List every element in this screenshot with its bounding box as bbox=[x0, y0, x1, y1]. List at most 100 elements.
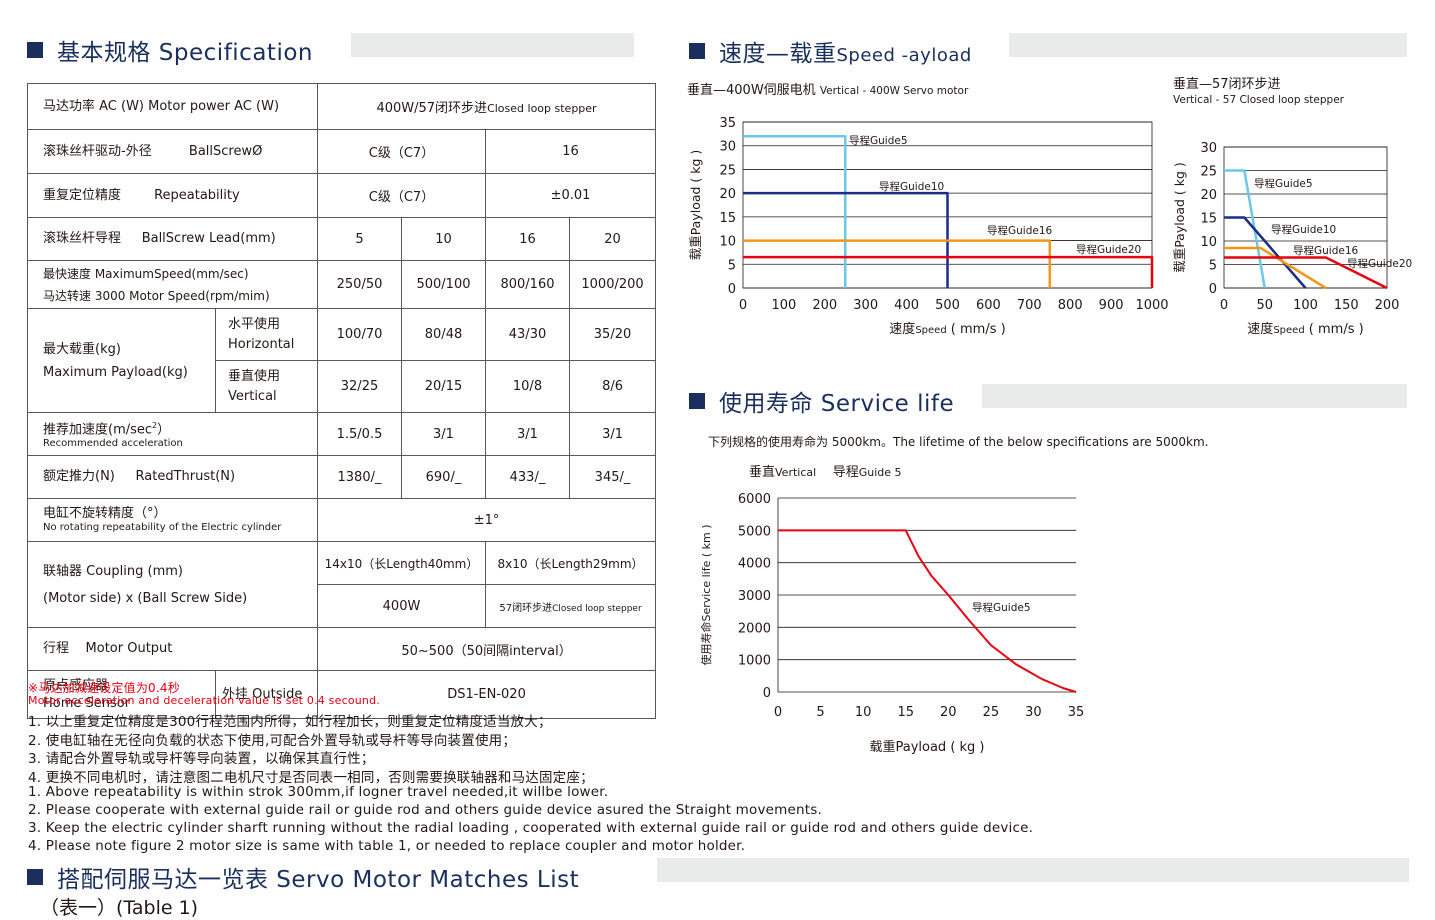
table-cell: C级（C7） bbox=[317, 129, 486, 174]
chart-speed-payload-57: 0 5 10 15 20 25 30 0 50 100 150 200 导程Guide5 导程Guide1… bbox=[1172, 141, 1412, 337]
chart-speed-payload-400w: 0 5 10 15 20 25 30 35 0 100 200 300 400 500 600 700 800 9… bbox=[688, 116, 1169, 337]
x-tick-label: 1000 bbox=[1135, 298, 1168, 313]
bullet-square-icon bbox=[689, 43, 705, 59]
y-tick-label: 0 bbox=[728, 282, 736, 297]
x-axis-title: 速度Speed ( mm/s ) bbox=[889, 321, 1005, 337]
x-tick-label: 20 bbox=[940, 705, 957, 720]
note-line: 3. Keep the electric cylinder sharft run… bbox=[28, 820, 1034, 836]
servo-list-header: 搭配伺服马达一览表 Servo Motor Matches List bbox=[27, 860, 579, 894]
speed-payload-header: 速度—载重Speed -ayload bbox=[689, 34, 972, 68]
y-tick-label: 6000 bbox=[738, 492, 771, 507]
table-cell: 最大载重(kg) Maximum Payload(kg) bbox=[27, 308, 216, 413]
table-cell: 57闭环步进Closed loop stepper bbox=[484, 584, 657, 628]
x-tick-label: 200 bbox=[812, 298, 837, 313]
series-label: 导程Guide5 bbox=[972, 602, 1031, 614]
y-tick-label: 20 bbox=[719, 187, 736, 202]
table-cell: 马达功率 AC (W) Motor power AC (W) bbox=[27, 83, 318, 130]
y-axis-title: 使用寿命Service life ( km ) bbox=[699, 524, 713, 665]
table-row: 垂直使用 Vertical 32/25 20/15 10/8 8/6 bbox=[28, 360, 657, 413]
table-row: 最大载重(kg) Maximum Payload(kg) 水平使用 Horizont… bbox=[27, 308, 657, 413]
table-cell: 20/15 bbox=[401, 360, 486, 413]
table-cell: 433/_ bbox=[485, 455, 570, 499]
table-row: 滚珠丝杆导程 BallScrew Lead(mm) 5 10 16 20 bbox=[27, 217, 657, 261]
speed-payload-title: 速度—载重Speed -ayload bbox=[719, 41, 972, 67]
table-cell: 3/1 bbox=[401, 412, 486, 456]
x-axis-title: 速度Speed ( mm/s ) bbox=[1247, 321, 1363, 337]
spec-header: 基本规格 Specification bbox=[27, 33, 313, 67]
table-cell: 400W bbox=[317, 584, 486, 628]
note-line: 2. Please cooperate with external guide … bbox=[28, 802, 823, 818]
table-cell: 32/25 bbox=[317, 360, 402, 413]
table-cell: 20 bbox=[568, 217, 657, 261]
table-cell: 10/8 bbox=[485, 360, 570, 413]
y-tick-label: 1000 bbox=[738, 654, 771, 669]
table-cell: 垂直使用 Vertical bbox=[215, 360, 318, 413]
table-cell: 8x10（长Length29mm） bbox=[484, 541, 657, 585]
table-row: 马达功率 AC (W) Motor power AC (W) 400W/57闭环… bbox=[27, 83, 657, 130]
x-tick-label: 700 bbox=[1017, 298, 1042, 313]
table-cell: 43/30 bbox=[485, 308, 570, 361]
table-cell: 16 bbox=[485, 217, 570, 261]
table-row: 重复定位精度 Repeatability C级（C7） ±0.01 bbox=[27, 173, 657, 218]
servo-list-title: 搭配伺服马达一览表 Servo Motor Matches List bbox=[57, 867, 580, 893]
table-cell: 1000/200 bbox=[568, 260, 657, 309]
table-cell: DS1-EN-020 bbox=[316, 670, 657, 719]
table-cell: 80/48 bbox=[401, 308, 486, 361]
table-cell: 400W/57闭环步进Closed loop stepper bbox=[316, 83, 657, 130]
table-cell: 800/160 bbox=[485, 260, 570, 309]
x-tick-label: 0 bbox=[774, 705, 782, 720]
x-tick-label: 800 bbox=[1058, 298, 1083, 313]
y-tick-label: 10 bbox=[1200, 235, 1217, 250]
table-row: 电缸不旋转精度（°） No rotating repeatability of t… bbox=[27, 498, 657, 542]
y-tick-label: 20 bbox=[1200, 188, 1217, 203]
x-tick-label: 200 bbox=[1375, 298, 1400, 313]
note-line: 2. 使电缸轴在无径向负载的状态下使用,可配合外置导轨或导杆等导向装置使用； bbox=[28, 733, 517, 749]
x-tick-label: 500 bbox=[935, 298, 960, 313]
table-row: 行程 Motor Output 50~500（50间隔interval） bbox=[27, 627, 657, 671]
table-row: 额定推力(N) RatedThrust(N) 1380/_ 690/_ 433/… bbox=[27, 455, 657, 499]
chart2-subtitle: Vertical - 57 Closed loop stepper bbox=[1173, 94, 1344, 106]
y-tick-label: 25 bbox=[1200, 165, 1217, 180]
table-cell: C级（C7） bbox=[317, 173, 486, 218]
series-line bbox=[743, 239, 1051, 288]
series-line bbox=[1224, 216, 1307, 289]
x-axis-title: 载重Payload ( kg ) bbox=[869, 739, 984, 755]
series-label: 导程Guide20 bbox=[1076, 244, 1141, 256]
table-cell: 最快速度 MaximumSpeed(mm/sec) 马达转速 3000 Motor… bbox=[27, 260, 318, 309]
bullet-square-icon bbox=[27, 42, 43, 58]
header-bar bbox=[982, 384, 1407, 408]
note-red-en: Motor acceleration and deceleration valu… bbox=[28, 694, 380, 707]
y-tick-label: 3000 bbox=[738, 589, 771, 604]
y-tick-label: 5000 bbox=[738, 524, 771, 539]
table-cell: 250/50 bbox=[317, 260, 402, 309]
x-tick-label: 150 bbox=[1334, 298, 1359, 313]
y-axis-title: 载重Payload ( kg ) bbox=[1172, 162, 1187, 273]
y-tick-label: 0 bbox=[1209, 282, 1217, 297]
table-cell: 1.5/0.5 bbox=[317, 412, 402, 456]
header-bar bbox=[1009, 33, 1407, 57]
note-line: 1. Above repeatability is within strok 3… bbox=[28, 784, 609, 800]
table-cell: 外挂 Outside bbox=[215, 670, 318, 719]
table-cell: 重复定位精度 Repeatability bbox=[27, 173, 318, 218]
series-line bbox=[743, 134, 847, 288]
y-tick-label: 10 bbox=[719, 235, 736, 250]
x-tick-label: 300 bbox=[853, 298, 878, 313]
y-tick-label: 15 bbox=[1200, 212, 1217, 227]
x-tick-label: 600 bbox=[976, 298, 1001, 313]
service-life-title: 使用寿命 Service life bbox=[719, 391, 955, 417]
table-cell: 额定推力(N) RatedThrust(N) bbox=[27, 455, 318, 499]
note-red-cn: ※马达加减速设定值为0.4秒 bbox=[28, 681, 180, 695]
table-cell: 滚珠丝杆驱动-外径 BallScrewØ bbox=[27, 129, 318, 174]
y-tick-label: 2000 bbox=[738, 621, 771, 636]
y-tick-label: 5 bbox=[728, 258, 736, 273]
table-cell: 5 bbox=[317, 217, 402, 261]
note-line: 1. 以上重复定位精度是300行程范围内所得，如行程加长，则重复定位精度适当放大… bbox=[28, 714, 552, 730]
y-tick-label: 25 bbox=[719, 163, 736, 178]
table-cell: 行程 Motor Output bbox=[27, 627, 318, 671]
chart-service-life: 0 1000 2000 3000 4000 5000 6000 0 5 10 15 20 25 30 35 导… bbox=[699, 492, 1084, 755]
x-tick-label: 0 bbox=[739, 298, 747, 313]
series-line bbox=[1224, 246, 1327, 290]
service-life-header: 使用寿命 Service life bbox=[689, 384, 954, 418]
table-cell: 原点感应器 Home Sensor bbox=[27, 670, 216, 719]
table-cell: 50~500（50间隔interval） bbox=[316, 627, 657, 671]
